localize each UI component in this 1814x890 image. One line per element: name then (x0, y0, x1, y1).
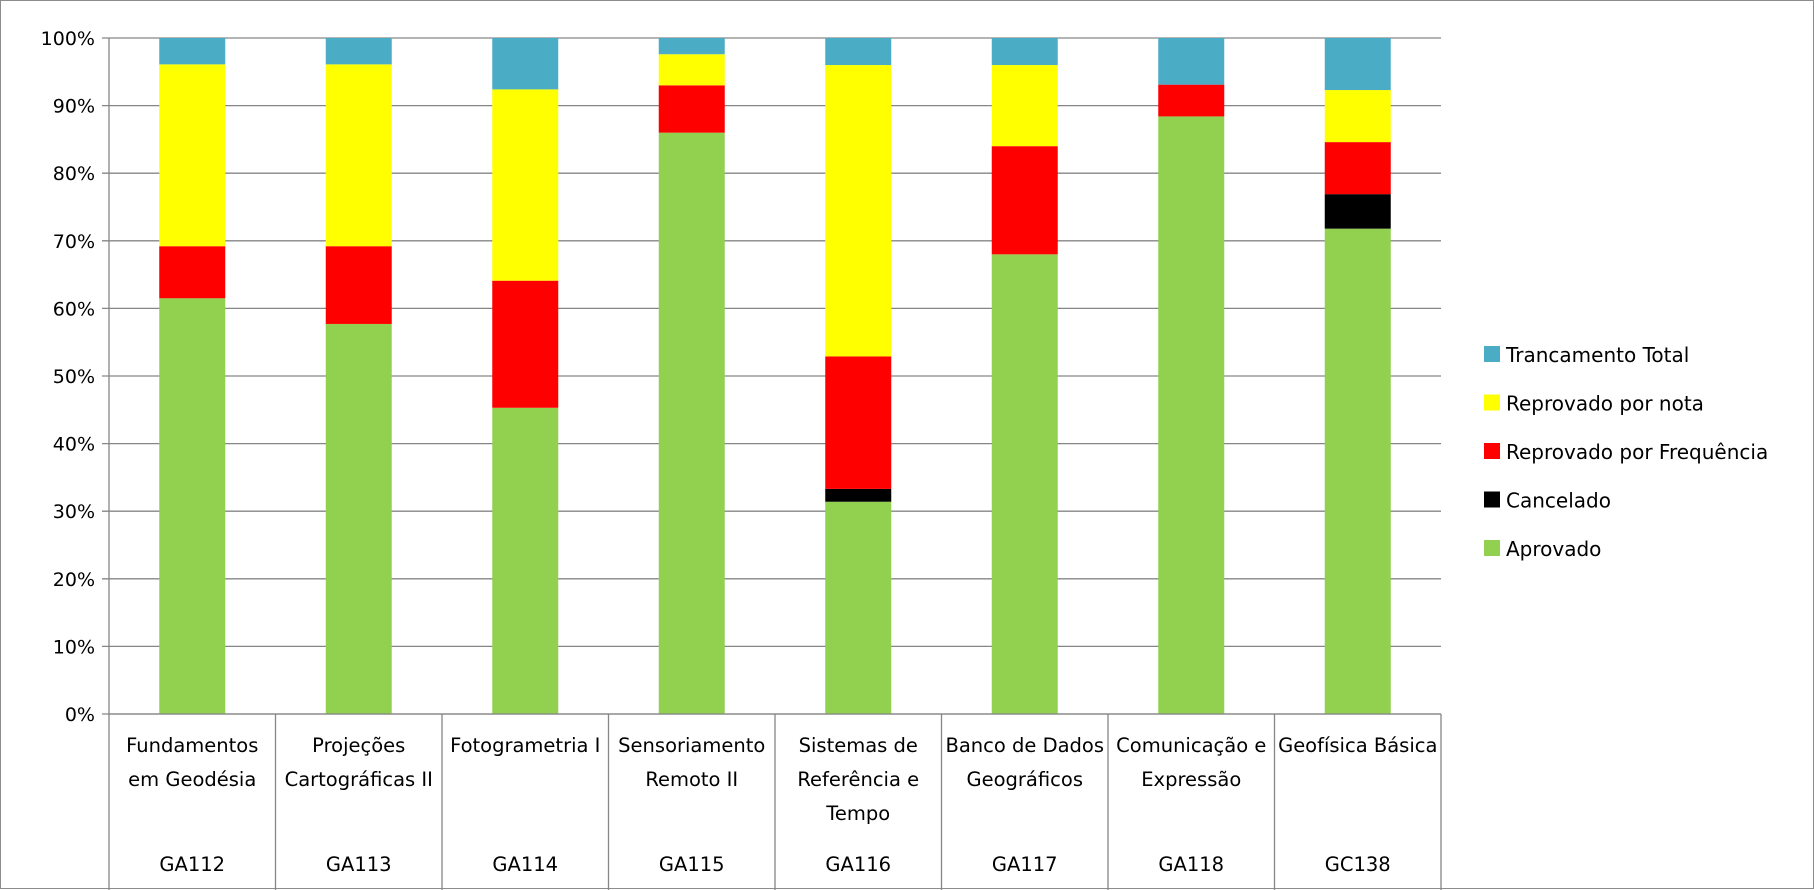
legend-swatch (1484, 491, 1500, 508)
bar-segment-trancamento-total (159, 38, 226, 65)
x-category-label: Sistemas de Referência e Tempo (797, 734, 919, 825)
bar-segment-trancamento-total (1158, 38, 1225, 85)
bar-segment-reprovado-por-nota (492, 89, 559, 281)
y-axis-ticks: 0% 10% 20% 30% 40% 50% 60% 70% 80% 90% 100% (41, 28, 95, 726)
bar-segment-reprovado-por-nota (1324, 90, 1391, 143)
bar-segment-reprovado-por-nota (658, 54, 725, 86)
x-category-label: Fundamentos em Geodésia (126, 734, 258, 791)
bar-segment-aprovado (991, 254, 1058, 714)
bar-segment-reprovado-por-nota (991, 65, 1058, 147)
legend-label: Reprovado por nota (1506, 392, 1704, 416)
x-category-label: Fotogrametria I (450, 734, 600, 757)
legend-label: Reprovado por Frequência (1506, 440, 1768, 464)
bar-segment-trancamento-total (825, 38, 892, 66)
y-tick-label: 80% (53, 163, 95, 185)
bar-segment-reprovado-por-nota (825, 65, 892, 357)
x-category-code: GC138 (1325, 853, 1391, 876)
legend-swatch (1484, 394, 1500, 411)
bar-segment-reprovado-por-frequ-ncia (991, 146, 1058, 255)
legend: Trancamento Total Reprovado por nota Repro… (1484, 343, 1768, 561)
y-tick-label: 10% (53, 636, 95, 658)
y-tick-label: 50% (53, 366, 95, 388)
x-category-code: GA115 (659, 853, 725, 876)
gridlines (102, 37, 1441, 715)
bar-segment-aprovado (1324, 228, 1391, 714)
bar-segment-cancelado (1324, 194, 1391, 229)
x-category-code: GA113 (326, 853, 392, 876)
bar-segment-reprovado-por-nota (159, 64, 226, 247)
bar-segment-trancamento-total (325, 38, 392, 65)
bar-segment-reprovado-por-frequ-ncia (492, 280, 559, 408)
bar-segment-reprovado-por-frequ-ncia (1158, 84, 1225, 117)
x-category-label: Geofísica Básica (1278, 734, 1437, 757)
bar-segment-trancamento-total (991, 38, 1058, 66)
bar-segment-reprovado-por-frequ-ncia (825, 356, 892, 489)
bar-segment-trancamento-total (492, 38, 559, 90)
y-tick-label: 70% (53, 231, 95, 253)
y-tick-label: 90% (53, 96, 95, 118)
x-category-code: GA112 (159, 853, 225, 876)
axes (108, 38, 1442, 890)
y-tick-label: 0% (65, 704, 95, 726)
bar-segment-reprovado-por-frequ-ncia (658, 85, 725, 133)
bar-segment-aprovado (492, 407, 559, 714)
bar-segment-aprovado (325, 323, 392, 714)
legend-label: Cancelado (1506, 489, 1611, 513)
legend-swatch (1484, 540, 1500, 556)
x-category-label: Projeções Cartográficas II (285, 734, 433, 791)
bar-segment-aprovado (658, 132, 725, 714)
x-category-code: GA116 (825, 853, 891, 876)
y-tick-label: 60% (53, 298, 95, 320)
x-category-label: Banco de Dados Geográficos (945, 734, 1104, 791)
legend-swatch (1484, 443, 1500, 459)
x-category-code: GA118 (1158, 853, 1224, 876)
bar-segment-reprovado-por-frequ-ncia (159, 246, 226, 299)
x-category-label: Comunicação e Expressão (1116, 734, 1266, 791)
y-tick-label: 100% (41, 28, 95, 50)
legend-label: Trancamento Total (1505, 343, 1689, 367)
bar-segment-reprovado-por-nota (325, 64, 392, 247)
legend-label: Aprovado (1506, 537, 1601, 561)
bar-segment-trancamento-total (1324, 38, 1391, 91)
bar-segment-reprovado-por-frequ-ncia (1324, 142, 1391, 195)
bar-segment-reprovado-por-frequ-ncia (325, 246, 392, 324)
x-axis-categories: Fundamentos em Geodésia GA112 Projeções Cart… (126, 734, 1437, 876)
bar-segment-aprovado (1158, 116, 1225, 714)
bar-segment-aprovado (159, 298, 226, 714)
x-category-code: GA114 (492, 853, 558, 876)
y-tick-label: 30% (53, 501, 95, 523)
bars (159, 38, 1391, 714)
y-tick-label: 40% (53, 434, 95, 456)
x-category-label: Sensoriamento Remoto II (618, 734, 765, 791)
bar-segment-cancelado (825, 488, 892, 502)
x-category-code: GA117 (992, 853, 1058, 876)
bar-segment-trancamento-total (658, 38, 725, 55)
y-tick-label: 20% (53, 569, 95, 591)
legend-swatch (1484, 346, 1500, 362)
bar-segment-aprovado (825, 501, 892, 714)
